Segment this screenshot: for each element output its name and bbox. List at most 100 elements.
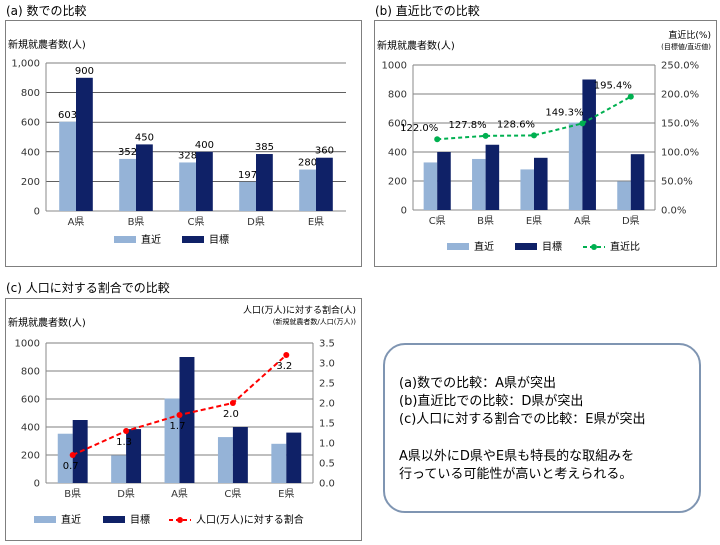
y2-tick-label: 3.5 — [319, 339, 335, 350]
y-tick-label: 600 — [21, 395, 40, 406]
x-tick-label: E県 — [526, 215, 542, 227]
y2-tick-label: 100.0% — [661, 148, 699, 159]
x-tick-label: E県 — [278, 488, 294, 500]
bar-recent — [472, 158, 486, 210]
y-tick-label: 400 — [21, 147, 40, 158]
x-tick-label: C県 — [224, 488, 241, 500]
y-axis-title: 新規就農者数(人) — [8, 316, 86, 329]
conclusion-line-a: (a)数での比較：A県が突出 — [399, 376, 557, 391]
conclusion-remark-2: 行っている可能性が高いと考えられる。 — [399, 467, 633, 482]
bar-target — [126, 429, 142, 483]
y-tick-label: 200 — [21, 451, 40, 462]
x-tick-label: A県 — [171, 488, 188, 500]
y2-tick-label: 2.5 — [319, 379, 335, 390]
chart-b: 新規就農者数(人) 0 200 400 600 800 1000 0.0% 50.0% 100.0… — [377, 29, 711, 253]
bar-target — [136, 144, 153, 211]
bar-target — [179, 357, 195, 483]
bar-recent — [111, 455, 127, 483]
ratio-point — [69, 452, 76, 458]
y-axis-title: 新規就農者数(人) — [377, 39, 455, 52]
y2-tick-label: 0.5 — [319, 459, 335, 470]
bar-target — [485, 144, 500, 210]
y2-axis-subtitle: (新規就農者数/人口(万人)) — [273, 317, 357, 326]
ratio-data-label: 1.7 — [170, 421, 186, 432]
bar-target — [196, 151, 213, 211]
bar-data-label: 328 — [178, 150, 197, 161]
legend-label: 直近 — [141, 233, 161, 246]
x-tick-label: A県 — [574, 215, 591, 227]
y2-tick-label: 50.0% — [661, 177, 693, 188]
ratio-data-label: 1.3 — [116, 437, 132, 448]
legend-label: 目標 — [542, 240, 562, 253]
ratio-point — [531, 132, 537, 139]
conclusion-line-b: (b)直近比での比較：D県が突出 — [399, 394, 584, 409]
ratio-point — [229, 400, 236, 406]
bar-recent — [164, 398, 180, 483]
legend-swatch — [103, 516, 125, 523]
y-tick-label: 800 — [21, 367, 40, 378]
bar-target — [534, 157, 548, 210]
x-tick-label: C県 — [429, 215, 446, 227]
bar-recent — [57, 433, 73, 483]
y2-tick-label: 2.0 — [319, 399, 335, 410]
legend-label: 直近 — [61, 513, 81, 526]
y2-tick-label: 1.0 — [319, 439, 335, 450]
y2-axis-title: 直近比(%) — [668, 29, 711, 41]
ratio-data-label: 3.2 — [276, 361, 292, 372]
y2-tick-label: 1.5 — [319, 419, 335, 430]
y2-tick-label: 200.0% — [661, 90, 699, 101]
y2-tick-label: 250.0% — [661, 61, 699, 72]
legend-swatch — [447, 243, 469, 250]
y-tick-label: 0 — [34, 479, 40, 490]
legend-swatch — [182, 236, 204, 243]
x-tick-label: D県 — [247, 216, 265, 228]
legend-label: 目標 — [130, 513, 150, 526]
ratio-point — [123, 428, 130, 434]
y-tick-label: 400 — [21, 423, 40, 434]
bar-recent — [179, 162, 196, 211]
bar-data-label: 450 — [135, 132, 154, 143]
y-tick-label: 0 — [34, 207, 40, 218]
x-tick-label: B県 — [477, 215, 494, 227]
bar-data-label: 352 — [118, 147, 137, 158]
bar-target — [316, 157, 333, 211]
legend-swatch — [515, 243, 537, 250]
bar-data-label: 197 — [238, 170, 257, 181]
x-tick-label: A県 — [68, 216, 85, 228]
y2-axis-subtitle: (目標値/直近値) — [661, 42, 711, 51]
panel-c: 新規就農者数(人) 0 200 400 600 800 1000 0.0 0.5 1.0 1.5 2.… — [5, 298, 362, 541]
y-tick-label: 1000 — [382, 61, 407, 72]
bar-target — [232, 427, 248, 483]
bar-data-label: 400 — [195, 140, 214, 151]
y-tick-label: 1000 — [15, 339, 40, 350]
y-tick-label: 200 — [388, 177, 407, 188]
bar-recent — [239, 181, 256, 211]
x-tick-label: B県 — [128, 216, 145, 228]
ratio-point — [434, 136, 441, 143]
y-tick-label: 400 — [388, 148, 407, 159]
bar-target — [286, 432, 302, 483]
x-tick-label: B県 — [64, 488, 81, 500]
ratio-data-label: 122.0% — [400, 123, 438, 134]
bar-recent — [520, 169, 534, 210]
conclusion-line-c: (c)人口に対する割合での比較：E県が突出 — [399, 412, 646, 427]
bar-data-label: 603 — [58, 110, 77, 121]
panel-b-title: (b) 直近比での比較 — [375, 4, 480, 18]
ratio-point — [579, 120, 586, 127]
y-tick-label: 200 — [21, 177, 40, 188]
bar-recent — [423, 162, 438, 210]
chart-c: 新規就農者数(人) 0 200 400 600 800 1000 0.0 0.5 1.0 1.5 2.… — [8, 304, 357, 526]
y2-tick-label: 150.0% — [661, 119, 699, 130]
legend-label: 直近比 — [610, 240, 640, 253]
x-tick-label: E県 — [308, 216, 324, 228]
y2-axis-title: 人口(万人)に対する割合(人) — [243, 304, 356, 316]
chart-a: 新規就農者数(人) 0 200 400 600 800 1,000 603 900 A県 352 45… — [8, 38, 346, 246]
ratio-data-label: 128.6% — [497, 119, 535, 130]
y-tick-label: 800 — [21, 88, 40, 99]
bar-data-label: 900 — [75, 66, 94, 77]
panel-a: 新規就農者数(人) 0 200 400 600 800 1,000 603 900 A県 352 45… — [5, 20, 362, 267]
conclusion-box: (a)数での比較：A県が突出 (b)直近比での比較：D県が突出 (c)人口に対す… — [383, 343, 701, 513]
y2-tick-label: 0.0 — [319, 479, 335, 490]
ratio-data-label: 127.8% — [449, 120, 487, 131]
legend-marker — [591, 244, 597, 250]
